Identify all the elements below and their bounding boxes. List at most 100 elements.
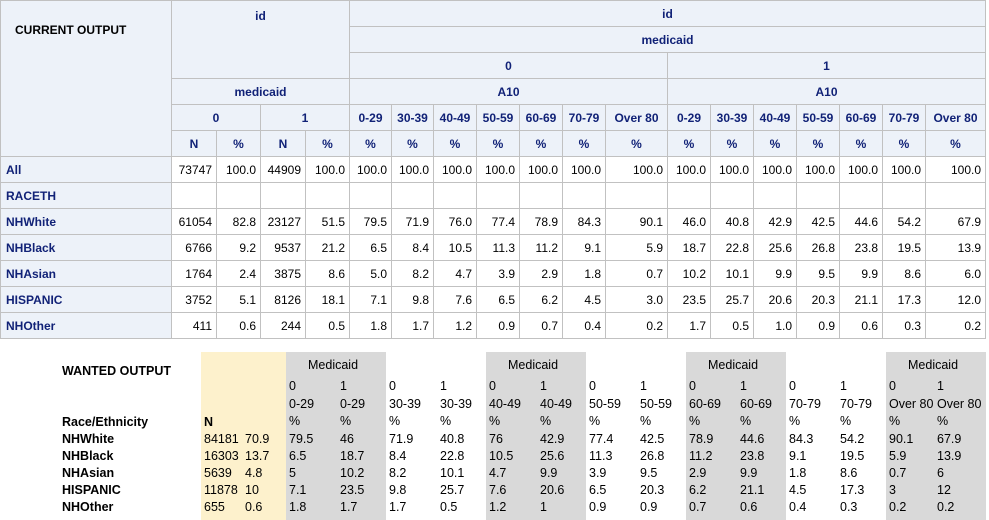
id-header-left: id: [171, 0, 350, 79]
data-cell: [171, 182, 217, 209]
data-cell: 17.3: [882, 286, 926, 313]
data-cell: 100.0: [476, 156, 520, 183]
data-cell: 0.5: [710, 312, 754, 339]
age-group-label: 60-69: [740, 397, 772, 411]
row-label: All: [0, 156, 172, 183]
row-label: HISPANIC: [62, 483, 121, 497]
current-output-table: CURRENT OUTPUT id id medicaid 0 1 medica…: [0, 0, 986, 339]
data-cell: 9537: [260, 234, 306, 261]
data-cell: 7.1: [349, 286, 392, 313]
medicaid-code: 0: [789, 379, 796, 393]
data-cell: 1.7: [389, 500, 407, 514]
row-label: NHAsian: [62, 466, 115, 480]
percent-header: %: [840, 414, 852, 428]
data-cell: 90.1: [889, 432, 914, 446]
data-cell: 1.7: [340, 500, 358, 514]
wanted-output-table: WANTED OUTPUT Medicaid Medicaid Medicaid Med…: [0, 352, 989, 520]
n-value: 84181: [204, 432, 239, 446]
data-cell: 71.9: [391, 208, 434, 235]
age-group-header: 30-39: [710, 104, 754, 131]
percent-header: %: [349, 130, 392, 157]
data-cell: 44.6: [740, 432, 765, 446]
data-cell: [349, 182, 392, 209]
data-cell: 100.0: [391, 156, 434, 183]
medicaid-code: 1: [640, 379, 647, 393]
data-cell: 100.0: [433, 156, 477, 183]
data-cell: 6.5: [476, 286, 520, 313]
data-cell: 100.0: [882, 156, 926, 183]
data-cell: 17.3: [840, 483, 865, 497]
data-cell: 23.8: [740, 449, 765, 463]
medicaid-code: 1: [540, 379, 547, 393]
data-cell: 23.8: [839, 234, 883, 261]
data-cell: 22.8: [710, 234, 754, 261]
medicaid-group-label: Medicaid: [508, 358, 559, 372]
medicaid-code: 1: [840, 379, 847, 393]
age-group-header: 60-69: [519, 104, 563, 131]
data-cell: 25.7: [710, 286, 754, 313]
data-cell: 76.0: [433, 208, 477, 235]
current-output-title: CURRENT OUTPUT: [0, 0, 172, 157]
percent-header: %: [589, 414, 601, 428]
medicaid-header-left: medicaid: [171, 78, 350, 105]
data-cell: 19.5: [882, 234, 926, 261]
age-group-label: 60-69: [689, 397, 721, 411]
data-cell: 0.9: [640, 500, 658, 514]
percent-header: %: [433, 130, 477, 157]
data-cell: 42.5: [796, 208, 840, 235]
data-cell: 100.0: [710, 156, 754, 183]
data-cell: 25.7: [440, 483, 465, 497]
data-cell: 5: [289, 466, 296, 480]
data-cell: 21.2: [305, 234, 350, 261]
data-cell: 10.2: [667, 260, 711, 287]
percent-header: %: [937, 414, 949, 428]
data-cell: 78.9: [519, 208, 563, 235]
age-group-header: 40-49: [433, 104, 477, 131]
age-group-label: 30-39: [389, 397, 421, 411]
data-cell: 0.9: [796, 312, 840, 339]
n-header: N: [171, 130, 217, 157]
data-cell: 100.0: [216, 156, 261, 183]
data-cell: 20.3: [796, 286, 840, 313]
medicaid-group-label: Medicaid: [908, 358, 959, 372]
data-cell: 11.2: [519, 234, 563, 261]
table-row: All 73747 100.0 44909 100.0 100.0 100.0 100.0 10…: [0, 156, 986, 183]
data-cell: 9.9: [540, 466, 558, 480]
wanted-output-title: WANTED OUTPUT: [62, 364, 172, 378]
data-cell: 42.9: [540, 432, 565, 446]
n-header: N: [260, 130, 306, 157]
data-cell: 100.0: [796, 156, 840, 183]
data-cell: 9.1: [562, 234, 606, 261]
age-group-header: 70-79: [882, 104, 926, 131]
data-cell: 18.1: [305, 286, 350, 313]
data-cell: 2.9: [519, 260, 563, 287]
percent-header: %: [740, 414, 752, 428]
data-cell: 0.6: [839, 312, 883, 339]
data-cell: 23.5: [667, 286, 711, 313]
percent-header: %: [289, 414, 301, 428]
data-cell: 51.5: [305, 208, 350, 235]
table-row: HISPANIC 3752 5.1 8126 18.1 7.1 9.8 7.6 6.5 6.2 4.…: [0, 286, 986, 313]
age-group-label: 70-79: [840, 397, 872, 411]
id-header-right: id: [349, 0, 986, 27]
data-cell: 44.6: [839, 208, 883, 235]
data-cell: 10.1: [440, 466, 465, 480]
row-label: NHWhite: [62, 432, 115, 446]
age-group-header: 40-49: [753, 104, 797, 131]
n-header: N: [204, 415, 214, 429]
data-cell: 0.6: [740, 500, 758, 514]
data-cell: 10.5: [433, 234, 477, 261]
data-cell: 1.7: [667, 312, 711, 339]
data-cell: 78.9: [689, 432, 714, 446]
medicaid-code: 0: [289, 379, 296, 393]
data-cell: 6.5: [289, 449, 307, 463]
data-cell: 0.9: [476, 312, 520, 339]
data-cell: 9.9: [839, 260, 883, 287]
age-group-header: 0-29: [349, 104, 392, 131]
medicaid-code-1: 1: [260, 104, 350, 131]
data-cell: 42.9: [753, 208, 797, 235]
data-cell: 9.8: [389, 483, 407, 497]
age-group-header: 50-59: [796, 104, 840, 131]
data-cell: 10.5: [489, 449, 514, 463]
age-group-label: Over 80: [889, 397, 934, 411]
